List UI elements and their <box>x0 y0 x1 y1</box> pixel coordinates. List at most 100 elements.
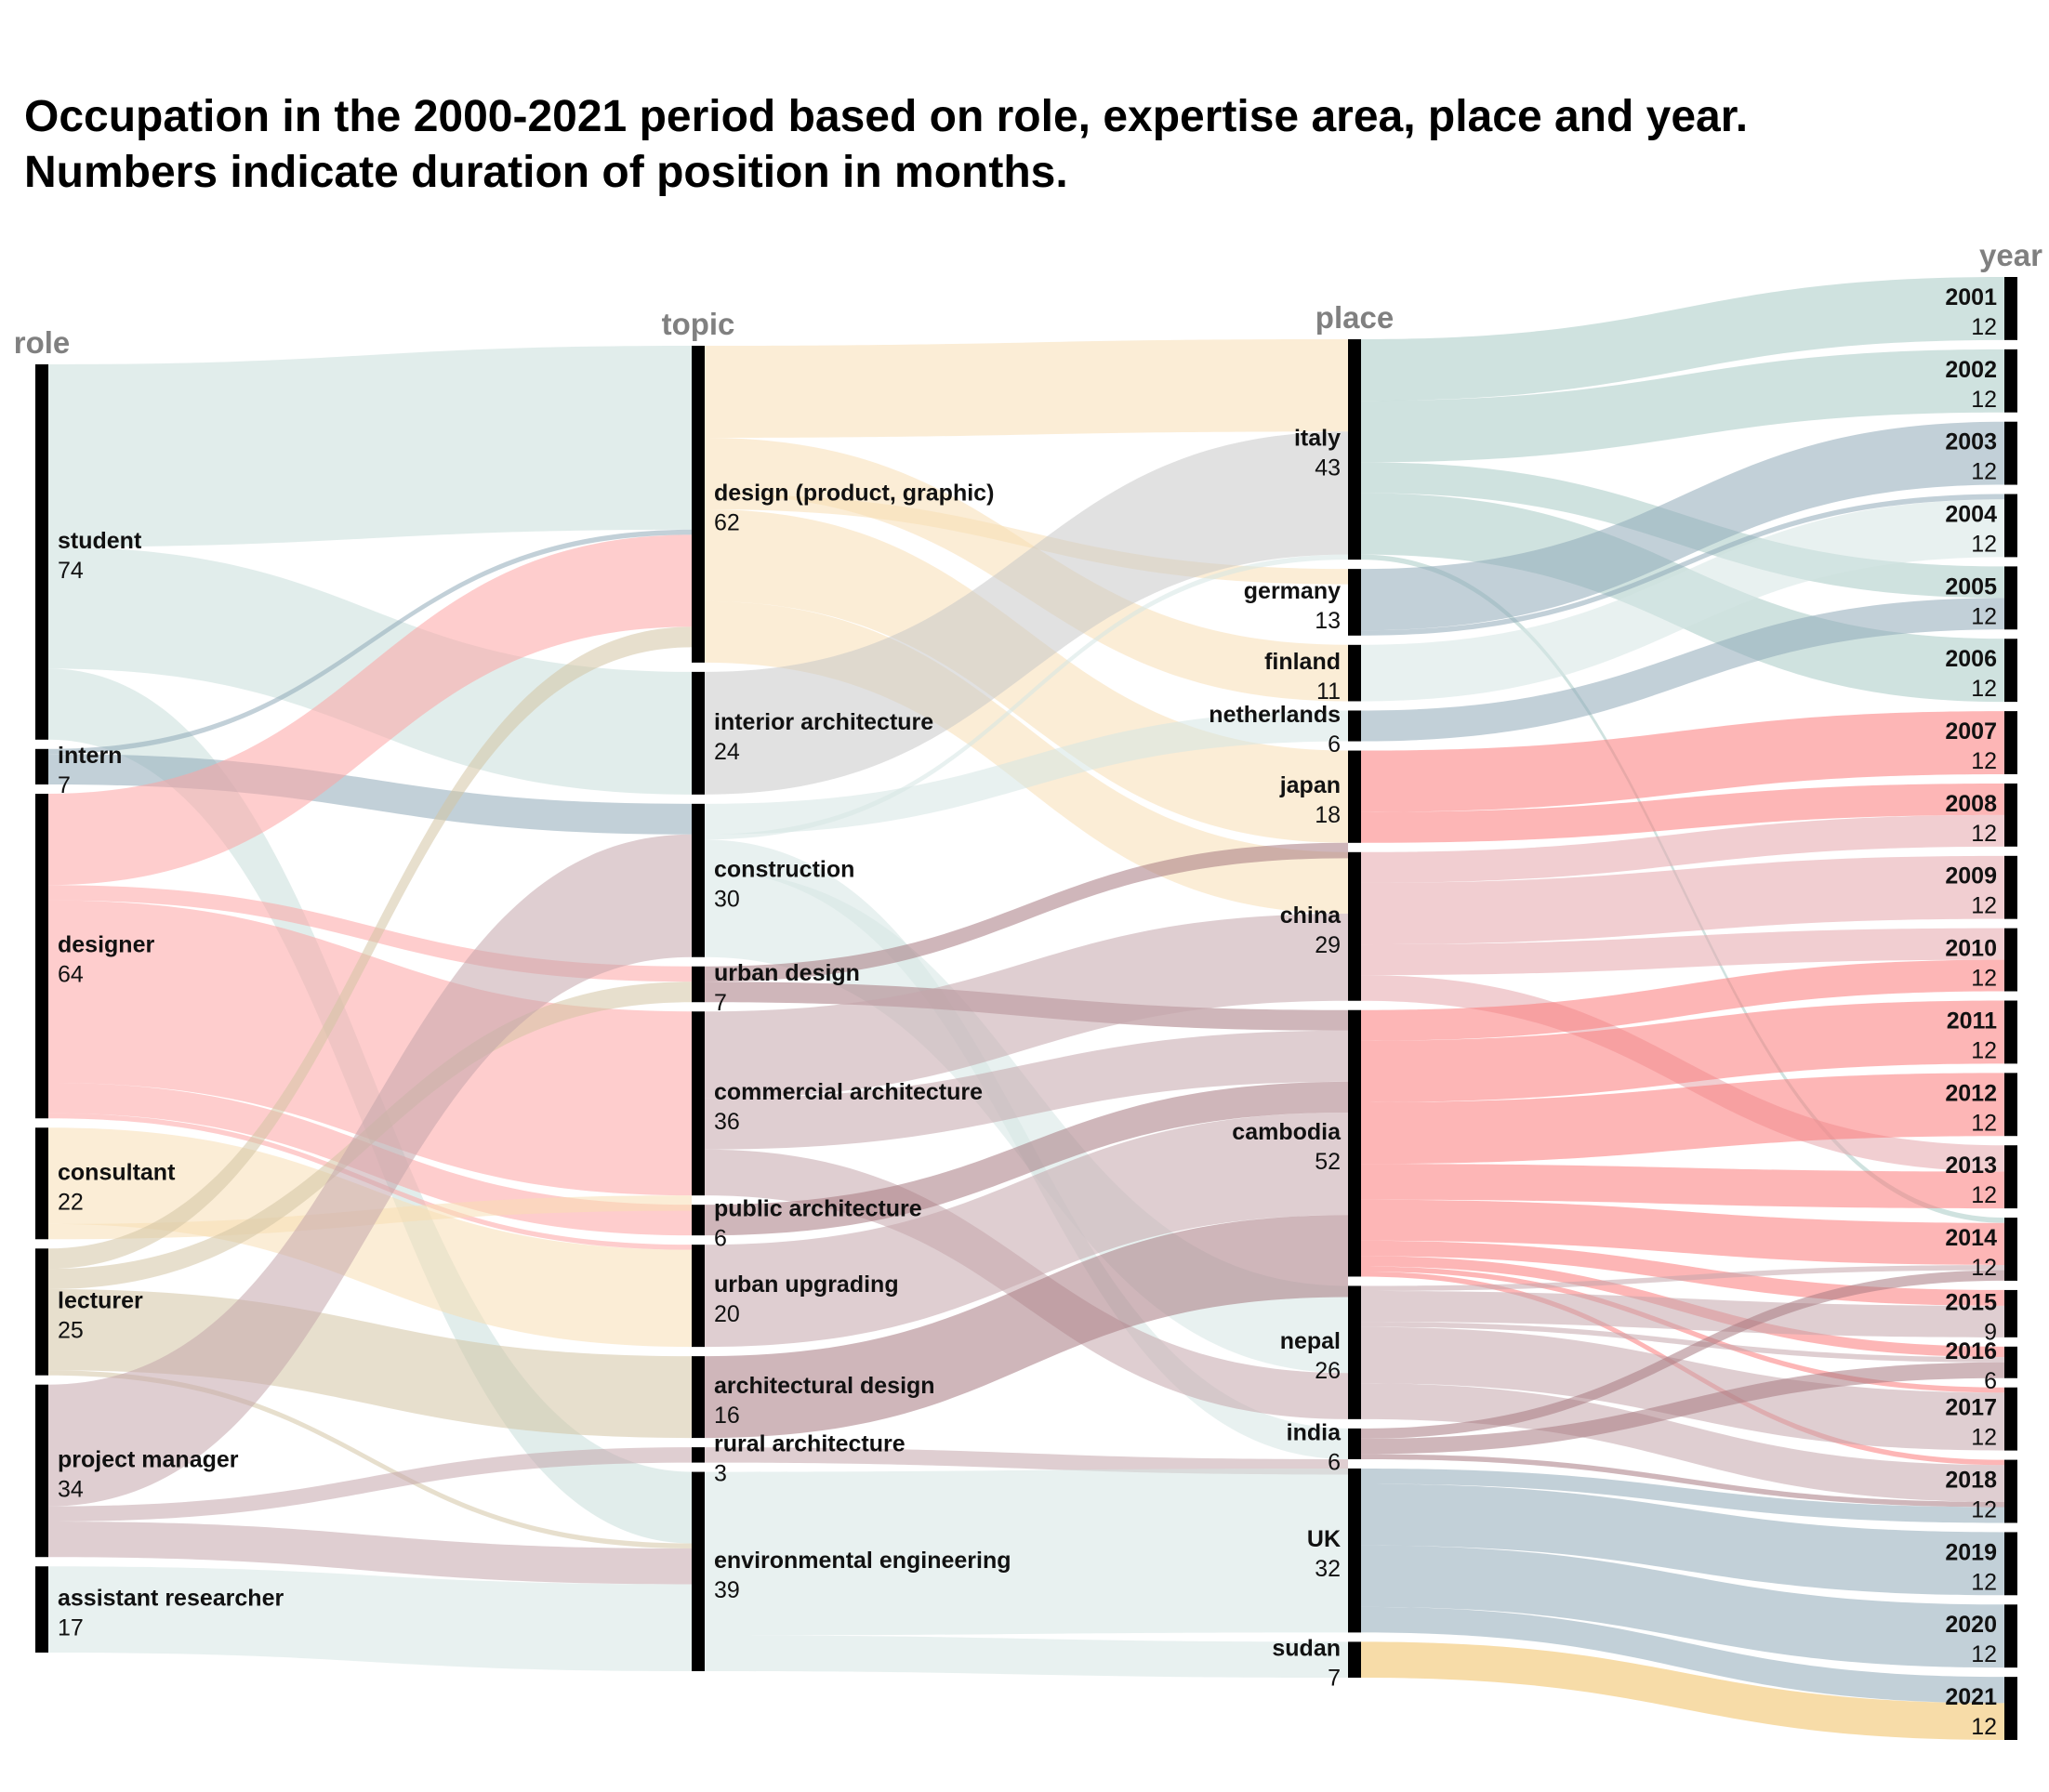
link-consultant-to-upgrading <box>48 1127 692 1348</box>
node-label-finland: finland <box>1264 649 1341 675</box>
node-label-consultant: consultant <box>58 1159 176 1185</box>
node-label-italy: italy <box>1294 426 1341 452</box>
node-germany <box>1348 569 1361 636</box>
node-value-netherlands: 6 <box>1328 731 1341 758</box>
link-assistant_researcher-to-env <box>48 1566 692 1671</box>
node-label-construction: construction <box>714 856 854 882</box>
node-label-y2018: 2018 <box>1945 1468 1997 1494</box>
link-student-to-design <box>48 346 692 547</box>
node-value-student: 74 <box>58 558 84 584</box>
link-germany-to-y2004 <box>1361 494 2004 636</box>
link-nepal-to-y2014 <box>1361 1264 2004 1291</box>
node-upgrading <box>692 1245 705 1348</box>
link-uk-to-y2018 <box>1361 1468 2004 1523</box>
link-commercial-to-china <box>705 913 1348 1099</box>
link-italy-to-y2002 <box>1361 349 2004 463</box>
chart-title: Occupation in the 2000-2021 period based… <box>24 89 1748 201</box>
node-y2021 <box>2004 1677 2017 1740</box>
link-intern-to-design <box>48 529 692 755</box>
node-value-construction: 30 <box>714 886 740 912</box>
node-value-y2006: 12 <box>1971 676 1997 702</box>
node-label-student: student <box>58 528 142 554</box>
node-y2013 <box>2004 1145 2017 1209</box>
node-label-germany: germany <box>1244 578 1341 604</box>
node-value-consultant: 22 <box>58 1189 84 1215</box>
node-label-y2021: 2021 <box>1945 1684 1997 1710</box>
node-rural <box>692 1447 705 1463</box>
node-label-designer: designer <box>58 932 154 958</box>
link-cambodia-to-y2014 <box>1361 1199 2004 1265</box>
node-y2001 <box>2004 277 2017 340</box>
node-value-y2008: 12 <box>1971 821 1997 847</box>
node-label-urban_design: urban design <box>714 960 860 986</box>
node-value-y2014: 12 <box>1971 1255 1997 1281</box>
link-designer-to-design <box>48 534 692 886</box>
link-italy-to-y2001 <box>1361 277 2004 402</box>
link-project_manager-to-rural <box>48 1447 692 1522</box>
node-value-rural: 3 <box>714 1460 727 1486</box>
node-label-y2017: 2017 <box>1945 1395 1997 1421</box>
node-label-y2014: 2014 <box>1945 1225 1997 1251</box>
link-designer-to-commercial <box>48 900 692 1196</box>
link-design-to-japan <box>705 508 1348 843</box>
node-value-interior: 24 <box>714 739 740 765</box>
node-label-sudan: sudan <box>1272 1636 1341 1662</box>
node-label-y2001: 2001 <box>1945 284 1997 310</box>
node-label-y2005: 2005 <box>1945 573 1997 600</box>
node-label-y2016: 2016 <box>1945 1338 1997 1364</box>
node-arch_design <box>692 1356 705 1439</box>
node-value-y2018: 12 <box>1971 1497 1997 1523</box>
node-cambodia <box>1348 1009 1361 1277</box>
node-value-commercial: 36 <box>714 1109 740 1135</box>
link-cambodia-to-y2012 <box>1361 1073 2004 1165</box>
link-public-to-cambodia <box>705 1081 1348 1236</box>
node-value-japan: 18 <box>1315 802 1341 828</box>
node-env <box>692 1471 705 1671</box>
node-lecturer <box>35 1248 48 1376</box>
node-value-italy: 43 <box>1315 455 1341 481</box>
node-label-india: india <box>1287 1419 1342 1445</box>
node-label-env: environmental engineering <box>714 1548 1011 1574</box>
node-label-y2003: 2003 <box>1945 429 1997 455</box>
node-value-arch_design: 16 <box>714 1403 740 1429</box>
node-value-nepal: 26 <box>1315 1358 1341 1384</box>
node-y2003 <box>2004 421 2017 485</box>
node-label-y2008: 2008 <box>1945 791 1997 817</box>
link-lecturer-to-design <box>48 626 692 1270</box>
node-label-y2019: 2019 <box>1945 1539 1997 1565</box>
node-y2018 <box>2004 1459 2017 1523</box>
node-label-y2009: 2009 <box>1945 863 1997 889</box>
node-label-y2012: 2012 <box>1945 1080 1997 1106</box>
link-project_manager-to-env <box>48 1522 692 1585</box>
node-label-rural: rural architecture <box>714 1430 906 1456</box>
node-value-y2007: 12 <box>1971 748 1997 774</box>
node-label-interior: interior architecture <box>714 709 933 735</box>
link-design-to-italy <box>705 339 1348 438</box>
node-commercial <box>692 1011 705 1196</box>
node-label-y2002: 2002 <box>1945 357 1997 383</box>
node-value-y2013: 12 <box>1971 1182 1997 1208</box>
node-value-project_manager: 34 <box>58 1476 84 1502</box>
node-y2007 <box>2004 711 2017 774</box>
node-label-japan: japan <box>1279 772 1341 798</box>
node-value-env: 39 <box>714 1577 740 1603</box>
link-nepal-to-y2017 <box>1361 1326 2004 1451</box>
node-y2002 <box>2004 349 2017 413</box>
node-label-y2015: 2015 <box>1945 1289 1997 1315</box>
node-value-india: 6 <box>1328 1449 1341 1475</box>
node-y2016 <box>2004 1346 2017 1378</box>
node-y2010 <box>2004 928 2017 992</box>
node-y2019 <box>2004 1532 2017 1596</box>
node-value-y2002: 12 <box>1971 387 1997 413</box>
node-label-y2020: 2020 <box>1945 1612 1997 1638</box>
link-cambodia-to-y2010 <box>1361 959 2004 1041</box>
node-value-y2010: 12 <box>1971 966 1997 992</box>
node-value-assistant_researcher: 17 <box>58 1615 84 1641</box>
column-title-place: place <box>1315 300 1394 335</box>
node-value-y2009: 12 <box>1971 893 1997 919</box>
link-project_manager-to-construction <box>48 834 692 1507</box>
link-interior-to-italy <box>705 431 1348 795</box>
link-uk-to-y2019 <box>1361 1483 2004 1596</box>
link-urban_design-to-japan <box>705 842 1348 982</box>
